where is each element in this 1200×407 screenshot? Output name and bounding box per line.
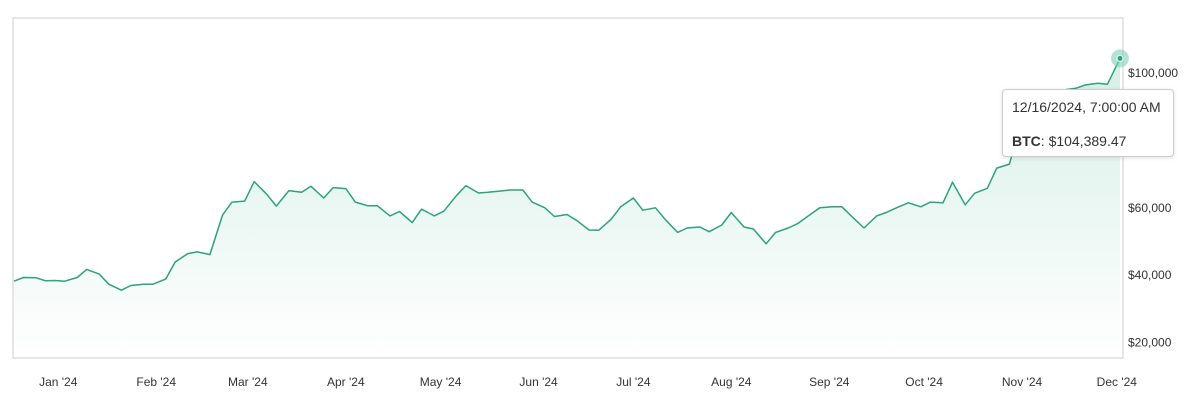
y-tick-label: $100,000	[1128, 66, 1178, 80]
x-tick-label: Jan '24	[39, 375, 78, 389]
tooltip-series-label: BTC	[1012, 133, 1041, 149]
x-tick-label: May '24	[420, 375, 462, 389]
x-tick-label: Sep '24	[809, 375, 850, 389]
x-tick-label: Aug '24	[711, 375, 752, 389]
x-tick-label: Dec '24	[1097, 375, 1138, 389]
x-tick-label: Feb '24	[136, 375, 176, 389]
y-axis: $20,000 $40,000 $60,000 $100,000	[1128, 66, 1178, 349]
line-layer	[13, 58, 1121, 291]
x-tick-label: Nov '24	[1002, 375, 1043, 389]
x-tick-label: Mar '24	[228, 375, 268, 389]
marker-layer	[1111, 49, 1129, 68]
area-layer	[14, 58, 1120, 358]
x-tick-label: Jul '24	[616, 375, 651, 389]
price-tooltip: 12/16/2024, 7:00:00 AM BTC: $104,389.47	[1002, 89, 1174, 157]
x-axis: Jan '24 Feb '24 Mar '24 Apr '24 May '24 Jun '…	[39, 375, 1137, 389]
x-tick-label: Oct '24	[905, 375, 943, 389]
y-tick-label: $60,000	[1128, 201, 1172, 215]
series-area-btc	[14, 58, 1120, 358]
series-line-btc	[13, 58, 1121, 291]
tooltip-value: $104,389.47	[1048, 133, 1127, 149]
tooltip-value-row: BTC: $104,389.47	[1012, 133, 1127, 149]
x-tick-label: Apr '24	[327, 375, 365, 389]
hover-marker-point	[1116, 54, 1124, 62]
tooltip-timestamp: 12/16/2024, 7:00:00 AM	[1012, 99, 1161, 115]
y-tick-label: $40,000	[1128, 268, 1172, 282]
y-tick-label: $20,000	[1128, 335, 1172, 349]
x-tick-label: Jun '24	[519, 375, 558, 389]
